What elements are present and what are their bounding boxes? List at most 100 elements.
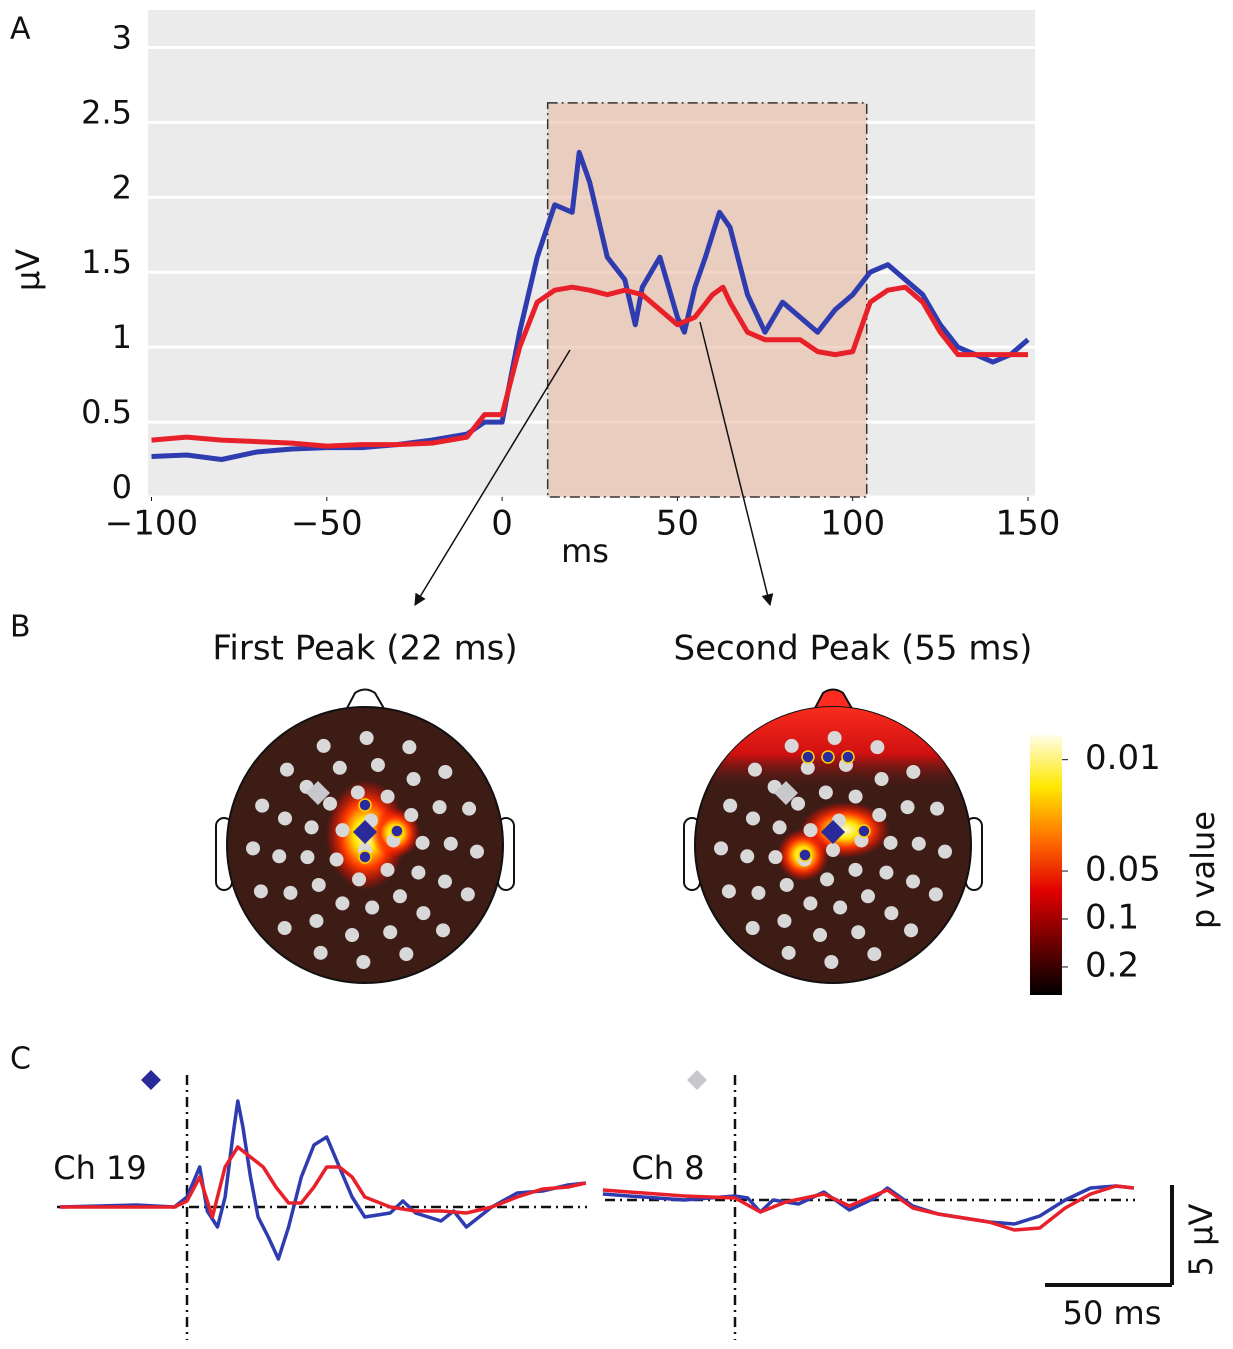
electrode (309, 914, 323, 928)
electrode (461, 887, 475, 901)
electrode (283, 886, 297, 900)
electrode (255, 799, 269, 813)
electrode (312, 878, 326, 892)
electrode (751, 886, 765, 900)
electrode (912, 837, 926, 851)
electrode (826, 843, 840, 857)
electrode (820, 872, 834, 886)
x-tick-label: −50 (291, 504, 363, 544)
electrode (714, 841, 728, 855)
electrode (777, 914, 791, 928)
electrode (365, 901, 379, 915)
marker-diamond (141, 1070, 161, 1090)
electrode (722, 884, 736, 898)
electrode (824, 955, 838, 969)
electrode (323, 797, 337, 811)
electrode (819, 785, 833, 799)
electrode (330, 853, 344, 867)
electrode (278, 811, 292, 825)
electrode (723, 799, 737, 813)
electrode (884, 906, 898, 920)
y-tick-label: 3 (112, 18, 132, 56)
electrode (351, 785, 365, 799)
colorbar (1030, 735, 1062, 995)
highlight-electrode (842, 751, 854, 763)
y-axis-label: μV (9, 249, 47, 291)
electrode (411, 866, 425, 880)
colorbar-tick-label: 0.2 (1085, 945, 1139, 985)
electrode (305, 820, 319, 834)
electrode (773, 820, 787, 834)
electrode (360, 731, 374, 745)
panel-label: A (10, 12, 31, 47)
electrode (813, 928, 827, 942)
electrode (317, 739, 331, 753)
electrode (381, 790, 395, 804)
electrode (861, 889, 875, 903)
y-tick-label: 1 (112, 318, 132, 356)
y-tick-label: 1.5 (81, 243, 132, 281)
electrode (254, 884, 268, 898)
electrode (849, 790, 863, 804)
y-tick-label: 0 (112, 468, 132, 506)
electrode (848, 863, 862, 877)
electrode (345, 928, 359, 942)
map-title: Second Peak (55 ms) (674, 629, 1033, 669)
x-tick-label: 150 (996, 504, 1061, 544)
electrode (879, 866, 893, 880)
electrode (404, 808, 418, 822)
highlight-electrode (799, 849, 811, 861)
electrode (768, 850, 782, 864)
electrode (746, 811, 760, 825)
electrode (470, 845, 484, 859)
electrode (906, 875, 920, 889)
x-tick-label: 50 (656, 504, 699, 544)
electrode (833, 901, 847, 915)
electrode (930, 802, 944, 816)
electrode (352, 872, 366, 886)
map-title: First Peak (22 ms) (212, 629, 517, 669)
electrode (872, 808, 886, 822)
y-tick-label: 0.5 (81, 393, 132, 431)
y-tick-label: 2.5 (81, 93, 132, 131)
electrode (901, 800, 915, 814)
highlight-electrode (359, 851, 371, 863)
electrode (333, 761, 347, 775)
figure: A00.511.522.53−100−50050100150msμV BFirs… (0, 0, 1233, 1345)
electrode (300, 850, 314, 864)
colorbar-tick-label: 0.1 (1085, 897, 1139, 937)
electrode (335, 896, 349, 910)
electrode (246, 841, 260, 855)
electrode (884, 836, 898, 850)
electrode (371, 758, 385, 772)
electrode (444, 837, 458, 851)
marker-diamond (687, 1070, 707, 1090)
colorbar-tick-label: 0.05 (1085, 850, 1161, 890)
electrode (780, 878, 794, 892)
x-tick-label: 100 (820, 504, 885, 544)
y-tick-label: 2 (112, 168, 132, 206)
electrode (938, 845, 952, 859)
electrode (851, 925, 865, 939)
electrode (433, 800, 447, 814)
electrode (380, 863, 394, 877)
electrode (402, 740, 416, 754)
electrode (746, 921, 760, 935)
x-tick-label: −100 (105, 504, 198, 544)
electrode (336, 823, 350, 837)
electrode (416, 836, 430, 850)
electrode (782, 946, 796, 960)
colorbar-tick-label: 0.01 (1085, 738, 1161, 778)
electrode (785, 739, 799, 753)
highlight-electrode (802, 751, 814, 763)
scalebar-x-label: 50 ms (1063, 1294, 1162, 1332)
x-tick-label: 0 (491, 504, 513, 544)
panel-label: C (10, 1042, 31, 1077)
electrode (272, 849, 286, 863)
electrode (278, 921, 292, 935)
electrode (383, 925, 397, 939)
electrode (436, 923, 450, 937)
